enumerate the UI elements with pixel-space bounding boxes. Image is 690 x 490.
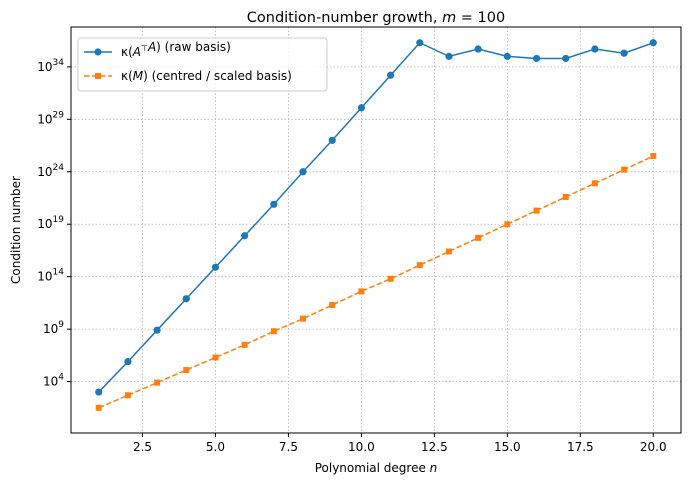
series-1-point	[328, 136, 336, 144]
x-tick-label: 15.0	[494, 440, 521, 454]
legend-box	[77, 37, 328, 92]
series-1-point	[241, 232, 249, 240]
series-2-point	[270, 328, 277, 335]
series-1-point	[153, 326, 161, 334]
y-axis-title: Condition number	[9, 176, 23, 284]
legend-marker-2	[95, 73, 101, 79]
series-1-point	[124, 358, 132, 366]
series-2-point	[212, 354, 219, 361]
x-axis-title-var: n	[430, 461, 438, 475]
chart-title-var: m	[442, 10, 456, 26]
legend-label-1: κ(A⊤A) (raw basis)	[121, 40, 231, 59]
series-1-point	[182, 295, 190, 303]
y-tick-label: 109	[43, 320, 64, 336]
series-2-point	[445, 248, 452, 255]
series-1-point	[299, 168, 307, 176]
legend-marker-1	[94, 48, 102, 56]
series-2-point	[95, 404, 102, 411]
y-tick-label: 1024	[37, 163, 64, 179]
series-2-point	[387, 275, 394, 282]
series-2-point	[241, 341, 248, 348]
series-2-point	[562, 193, 569, 200]
series-1-point	[386, 71, 395, 79]
legend-label-2: κ(M) (centred / scaled basis)	[121, 69, 292, 83]
chart-title-eq: = 100	[456, 10, 505, 26]
series-1-point	[474, 45, 482, 53]
series-1-point	[270, 200, 278, 208]
series-2-point	[329, 302, 336, 309]
x-tick-label: 17.5	[567, 440, 594, 454]
x-tick-label: 10.0	[348, 440, 375, 454]
legend: κ(A⊤A) (raw basis) κ(M) (centred / scaled…	[77, 37, 328, 92]
series-1-point	[211, 263, 220, 271]
x-tick-label: 7.5	[279, 440, 298, 454]
x-axis-title: Polynomial degree n	[315, 461, 438, 475]
y-tick-label: 1029	[37, 110, 64, 126]
plot-frame	[70, 26, 682, 434]
x-tick-label: 2.5	[133, 440, 152, 454]
series-2-point	[475, 234, 482, 241]
x-tick-label: 12.5	[421, 440, 448, 454]
chart-title-main: Condition-number growth,	[247, 10, 442, 26]
y-axis-ticks: 104 109 1014 1019 1024 1029 1034	[37, 58, 71, 389]
y-tick-label: 104	[43, 373, 64, 389]
series-1-point	[445, 52, 453, 60]
y-tick-label: 1034	[37, 58, 64, 74]
series-1-point	[416, 39, 424, 47]
series-markers	[95, 39, 657, 411]
grid-lines	[71, 27, 681, 433]
series-1-point	[591, 45, 599, 53]
series-2-point	[650, 153, 657, 160]
chart-title: Condition-number growth, m = 100	[247, 10, 505, 26]
series-2-point	[533, 207, 540, 214]
series-2-point	[183, 367, 190, 374]
y-tick-label: 1019	[37, 215, 64, 231]
series-1-point	[532, 54, 541, 63]
series-2-line	[98, 155, 654, 409]
x-tick-label: 5.0	[206, 440, 225, 454]
series-1-point	[562, 54, 570, 63]
series-1-point	[95, 388, 103, 396]
series-2-point	[504, 221, 511, 228]
series-1-point	[503, 52, 511, 60]
series-1-line	[98, 41, 654, 393]
x-axis-title-main: Polynomial degree	[315, 461, 430, 475]
y-tick-label: 1014	[37, 268, 64, 284]
series-lines	[98, 41, 654, 409]
series-2-point	[621, 166, 628, 173]
series-2-point	[591, 180, 598, 187]
series-2-point	[358, 288, 365, 295]
series-2-point	[416, 262, 423, 269]
series-1-point	[620, 49, 628, 57]
series-1-point	[357, 104, 366, 112]
series-2-point	[154, 379, 161, 386]
x-axis-ticks: 2.5 5.0 7.5 10.0 12.5 15.0 17.5 20.0	[133, 433, 667, 454]
series-2-point	[300, 315, 307, 322]
series-2-point	[124, 392, 131, 399]
x-tick-label: 20.0	[640, 440, 667, 454]
series-1-point	[649, 39, 657, 47]
